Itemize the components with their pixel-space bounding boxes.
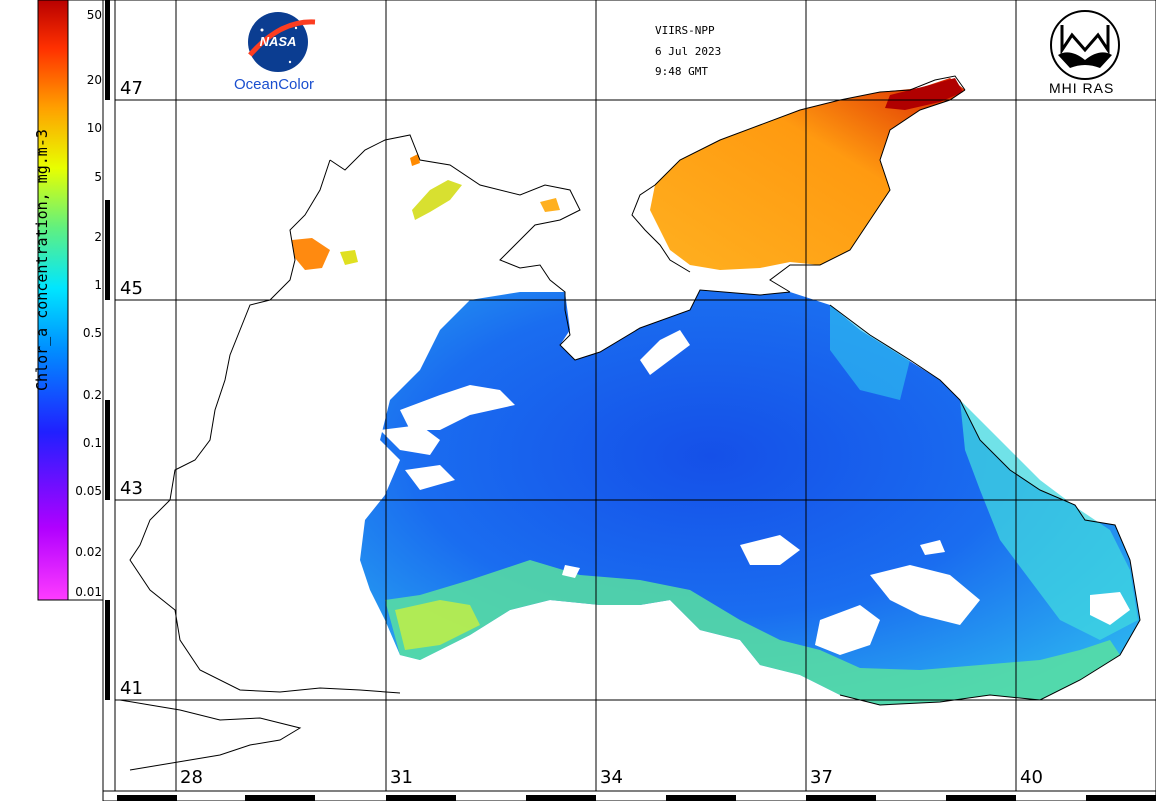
longitude-label: 34 (600, 767, 623, 788)
colorbar-tick: 0.01 (75, 585, 102, 599)
colorbar-tick: 0.02 (75, 545, 102, 559)
colorbar-tick: 1 (94, 278, 102, 292)
colorbar-tick: 0.1 (82, 436, 102, 450)
time-label: 9:48 GMT (655, 65, 708, 78)
latitude-label: 45 (120, 278, 143, 299)
colorbar-tick: 20 (86, 73, 102, 87)
colorbar-tick: 0.05 (75, 484, 102, 498)
colorbar-tick: 5 (94, 170, 102, 184)
longitude-label: 37 (810, 767, 833, 788)
azov-dark-bay (885, 78, 963, 110)
latitude-label: 43 (120, 478, 143, 499)
karkinit-plume (540, 198, 560, 212)
danube-plume (292, 238, 330, 270)
sensor-label: VIIRS-NPP (655, 24, 715, 37)
dnieper-plume (412, 180, 462, 220)
nasa-logo (248, 12, 316, 72)
latitude-label: 47 (120, 78, 143, 99)
mhi-ras-logo (1050, 10, 1120, 80)
northeast-coast-bloom (830, 305, 910, 400)
colorbar-tick: 10 (86, 121, 102, 135)
colorbar-tick: 2 (94, 230, 102, 244)
colorbar (37, 0, 104, 601)
longitude-label: 40 (1020, 767, 1043, 788)
nasa-caption: OceanColor (234, 76, 315, 93)
cloud-gaps (380, 330, 1130, 655)
dnieper-orange (410, 154, 420, 166)
colorbar-title: Chlor_a concentration, mg.m-3 (33, 129, 51, 391)
colorbar-tick: 0.5 (82, 326, 102, 340)
colorbar-tick: 0.2 (82, 388, 102, 402)
danube-plume-outer (340, 250, 358, 265)
south-coast-yellow (395, 600, 480, 650)
latitude-scale (102, 0, 116, 801)
colorbar-tick: 50 (86, 8, 102, 22)
date-label: 6 Jul 2023 (655, 45, 722, 58)
longitude-label: 28 (180, 767, 203, 788)
latitude-label: 41 (120, 678, 143, 699)
graticule (115, 0, 1156, 791)
east-coast-bloom (960, 400, 1138, 640)
mhi-caption: MHI RAS (1049, 80, 1115, 96)
south-coast-bloom (385, 560, 1120, 705)
longitude-label: 31 (390, 767, 413, 788)
sea-of-azov (650, 78, 965, 270)
nasa-wordmark: NASA (259, 34, 297, 49)
longitude-scale (102, 790, 1156, 801)
